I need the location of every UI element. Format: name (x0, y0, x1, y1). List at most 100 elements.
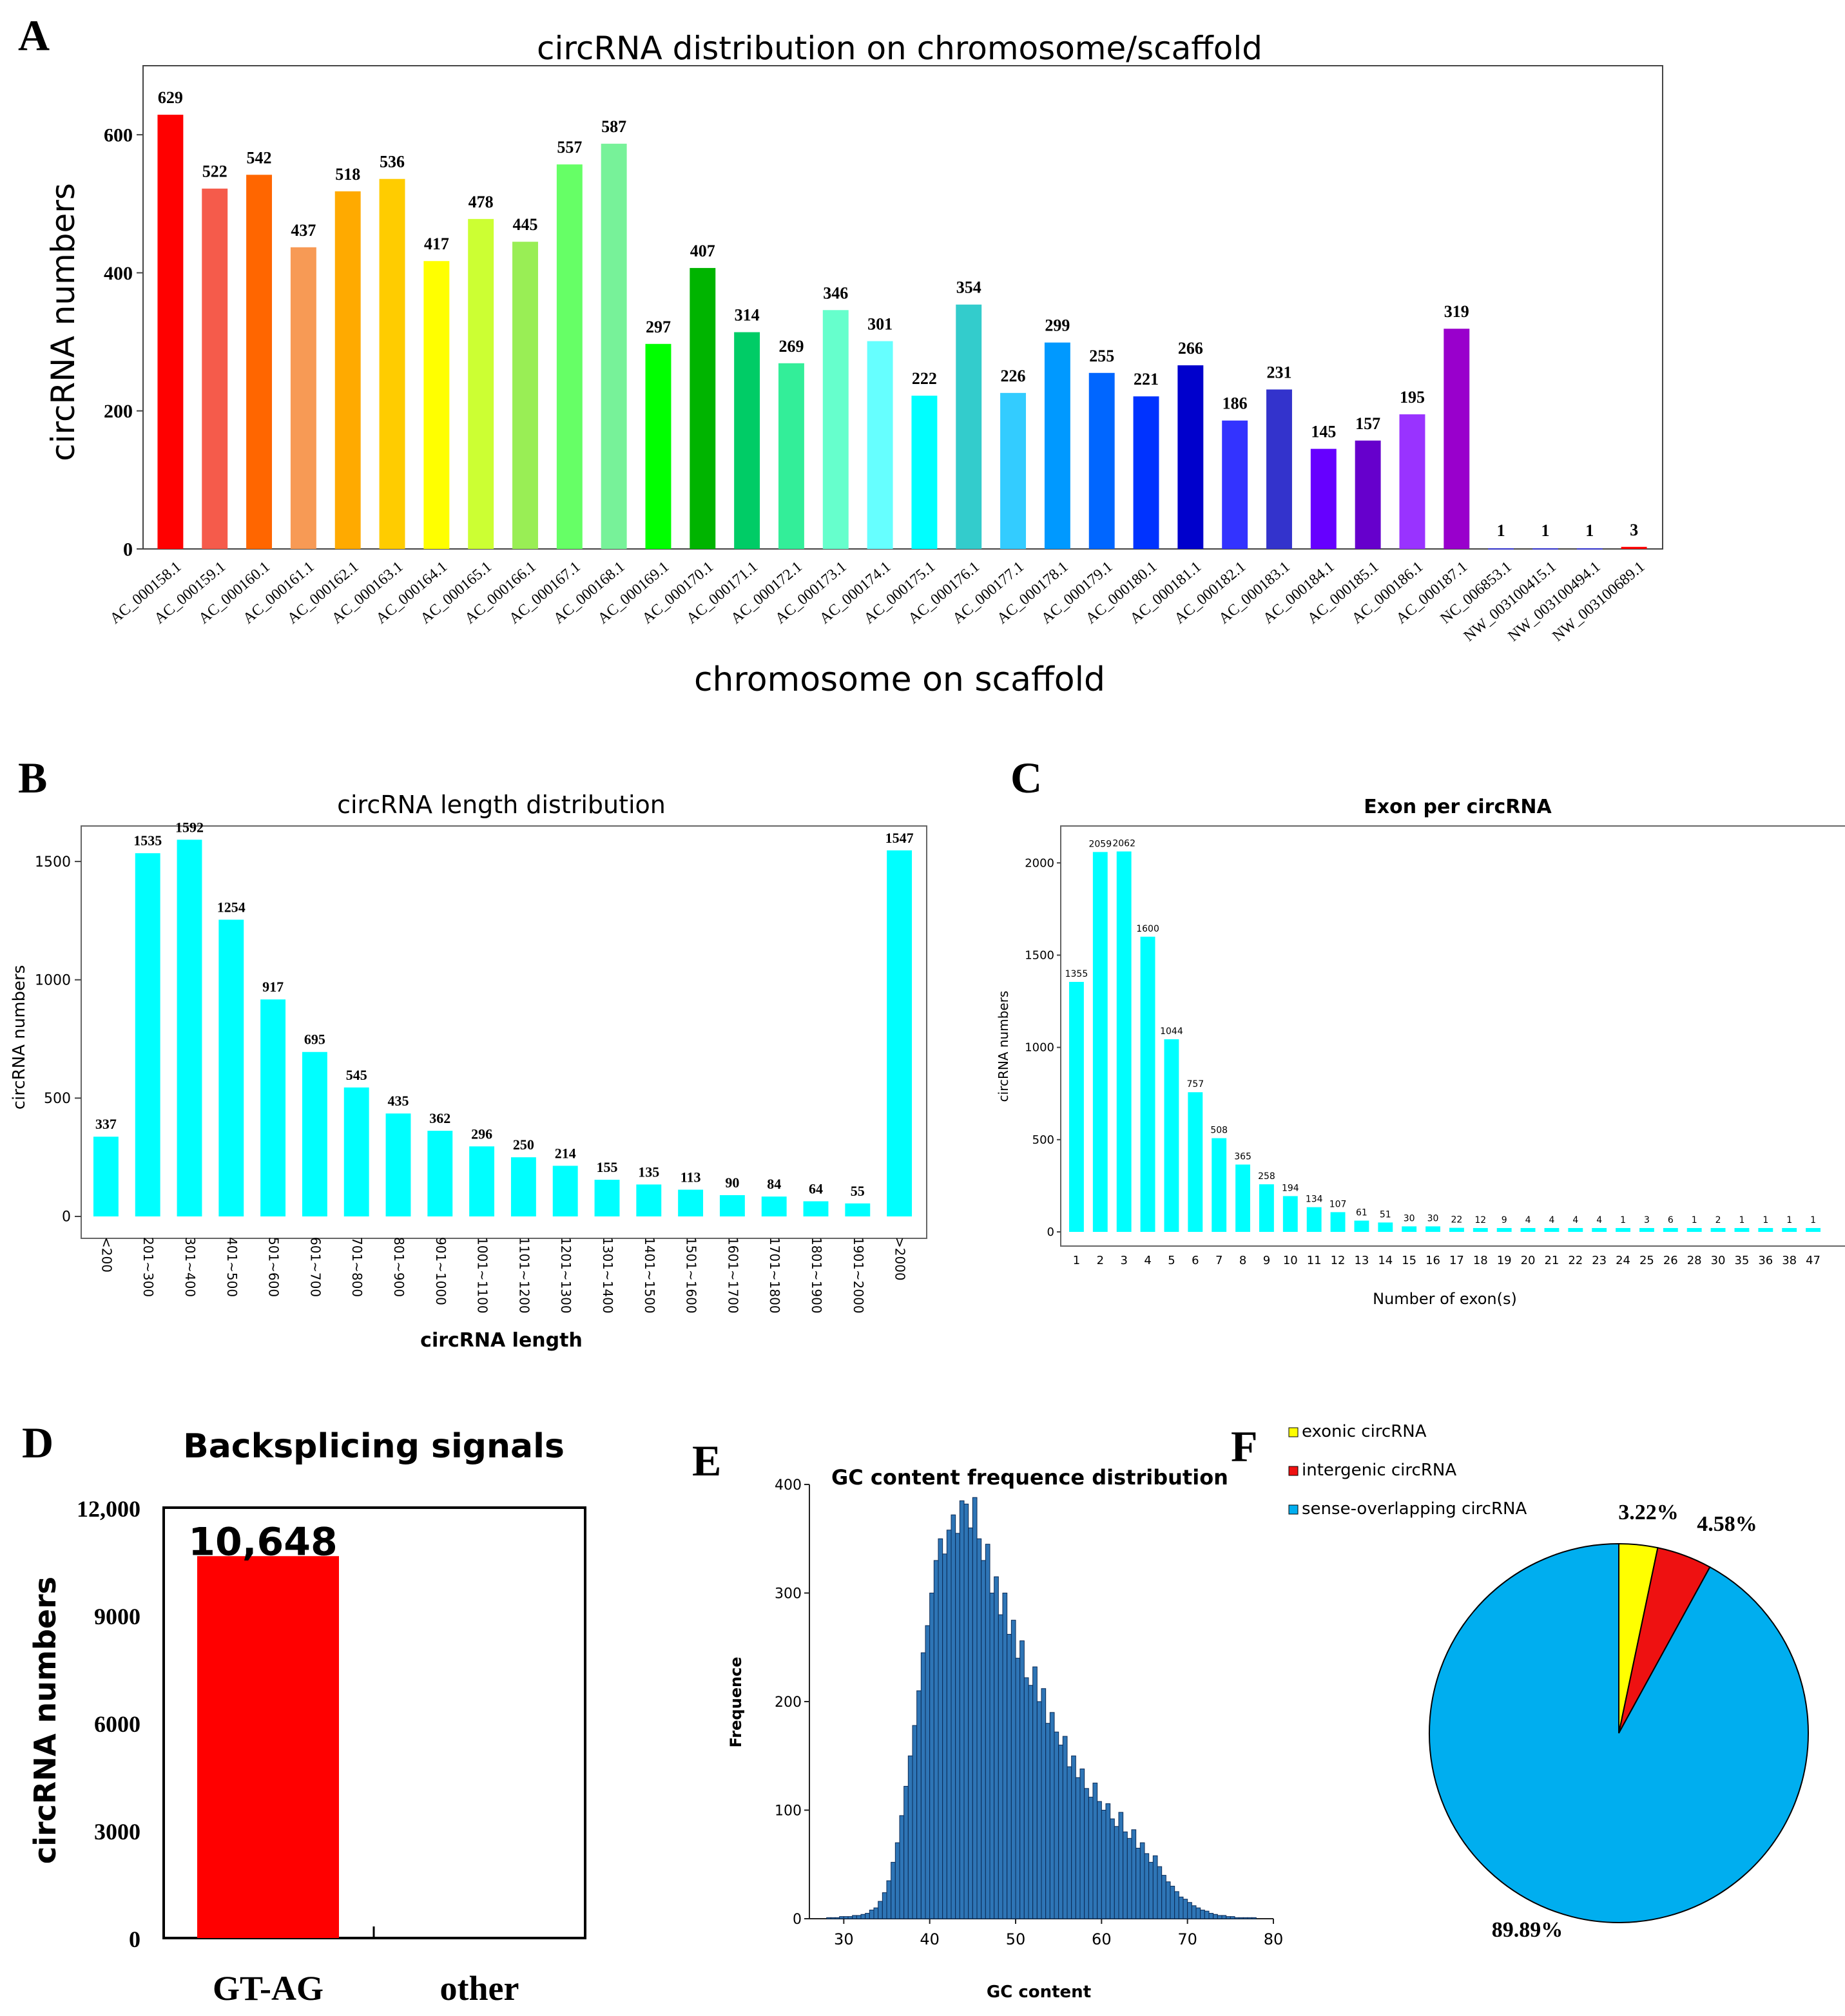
bar-exon-36 (1758, 1228, 1773, 1232)
hist-bin (1144, 1853, 1150, 1919)
bar-901~1000 (427, 1131, 453, 1216)
bar-801~900 (385, 1113, 411, 1216)
hist-bin (1110, 1818, 1115, 1919)
bar-AC_000168.1 (601, 144, 627, 550)
hist-bin (998, 1614, 1003, 1919)
hist-bin (1204, 1910, 1210, 1919)
bar-1501~1600 (678, 1189, 704, 1216)
hist-bin (886, 1880, 892, 1919)
hist-bin (1135, 1847, 1141, 1919)
bar-AC_000181.1 (1177, 365, 1204, 549)
chart-d-bars: GT-AG other 10,648 (188, 1519, 519, 2008)
chart-a-y-axis: 0 200 400 600 (104, 125, 143, 561)
hist-bin (873, 1907, 879, 1919)
bar-NW_003100689.1 (1621, 546, 1647, 549)
bar-value-label: 214 (555, 1145, 576, 1161)
y-tick-label: 0 (62, 1209, 71, 1225)
bar-1701~1800 (761, 1196, 787, 1216)
hist-bin (1239, 1917, 1244, 1919)
hist-bin (1123, 1831, 1128, 1919)
x-tick-label: 12 (1331, 1254, 1346, 1267)
bar-value-label: 1 (1585, 521, 1594, 540)
chart-d-y-axis: 0 3000 6000 9000 12,000 (77, 1496, 140, 1952)
bar-value-label: 226 (1001, 367, 1026, 385)
bar-value-label: 195 (1400, 388, 1425, 407)
hist-bin (860, 1914, 866, 1919)
bar-value-label: 6 (1668, 1215, 1674, 1225)
bar-AC_000177.1 (1000, 392, 1027, 549)
x-tick-label: 14 (1378, 1254, 1393, 1267)
bar-value-label: 1592 (175, 819, 204, 835)
bar-value-label: 1 (1692, 1215, 1697, 1225)
bar-value-label: 1547 (885, 830, 914, 846)
bar-exon-17 (1449, 1227, 1464, 1232)
bar-value-label: 1600 (1136, 924, 1159, 934)
bar-value-label: 3 (1644, 1215, 1650, 1225)
x-tick-label: 50 (1006, 1930, 1026, 1948)
x-tick-label: 70 (1177, 1930, 1197, 1948)
bar-AC_000175.1 (911, 396, 938, 549)
x-tick-label: 1901~2000 (851, 1237, 866, 1314)
bar-value-label: 107 (1329, 1199, 1347, 1209)
chart-c-frame (1060, 825, 1845, 1247)
bar-AC_000179.1 (1088, 372, 1115, 549)
hist-bin (929, 1593, 934, 1919)
hist-bin (1054, 1731, 1059, 1919)
bar-value-label: 4 (1596, 1215, 1602, 1225)
hist-bin (933, 1560, 939, 1919)
bar-401~500 (218, 919, 244, 1216)
x-tick-label: 30 (1711, 1254, 1726, 1267)
bar-value-label: 1254 (217, 899, 246, 915)
x-tick-label: 20 (1521, 1254, 1536, 1267)
y-tick-label: 0 (129, 1926, 140, 1952)
bar-value-label: 445 (513, 215, 538, 234)
bar-value-label: 1 (1810, 1215, 1816, 1225)
bar-exon-15 (1402, 1226, 1417, 1232)
bar-value-label: 1 (1541, 521, 1549, 540)
x-tick-label: 401~500 (224, 1237, 240, 1297)
bar-AC_000182.1 (1222, 420, 1248, 549)
bar-value-label: 314 (735, 306, 760, 325)
hist-bin (903, 1785, 909, 1919)
legend-swatch (1288, 1504, 1299, 1515)
bar-value-label: 155 (597, 1159, 618, 1175)
bar-AC_000174.1 (867, 341, 893, 549)
bar-AC_000171.1 (734, 332, 760, 549)
y-tick-label: 600 (104, 125, 133, 146)
x-tick-label: 201~300 (140, 1237, 156, 1297)
bar-value-label: 2062 (1112, 839, 1135, 849)
panel-letter-b: B (18, 753, 47, 802)
hist-bin (968, 1527, 973, 1919)
bar-value-label: 22 (1451, 1215, 1463, 1225)
bar-value-label: 695 (304, 1032, 325, 1048)
x-tick-label: 11 (1307, 1254, 1322, 1267)
bar-1001~1100 (469, 1146, 495, 1216)
x-tick-label: 5 (1168, 1254, 1175, 1267)
hist-bin (1126, 1838, 1132, 1919)
bar-1901~2000 (845, 1203, 871, 1216)
chart-a-xlabel: chromosome on scaffold (694, 660, 1105, 699)
bar-value-label: 4 (1549, 1215, 1554, 1225)
hist-bin (1226, 1916, 1231, 1919)
hist-bin (1221, 1915, 1227, 1919)
chart-a-frame (142, 65, 1663, 550)
bar-value-label: 417 (424, 235, 449, 253)
hist-bin (1170, 1885, 1175, 1919)
x-tick-label: 24 (1616, 1254, 1630, 1267)
bar-value-label: 3 (1630, 521, 1638, 539)
bar-value-label: 354 (956, 278, 981, 297)
panel-b: circRNA length distribution circRNA numb… (10, 791, 927, 1352)
hist-bin (920, 1652, 926, 1919)
bar-value-label: 84 (767, 1176, 781, 1192)
x-tick-label: <200 (99, 1237, 114, 1272)
y-tick-label: 400 (775, 1477, 802, 1493)
hist-bin (1247, 1917, 1253, 1919)
hist-bin (1234, 1917, 1240, 1919)
x-tick-label: 1101~1200 (516, 1237, 532, 1314)
legend-label: intergenic circRNA (1302, 1461, 1456, 1480)
hist-bin (869, 1910, 874, 1919)
bar-AC_000169.1 (645, 343, 671, 549)
hist-bin (1071, 1755, 1076, 1919)
bar-<200 (93, 1137, 119, 1216)
